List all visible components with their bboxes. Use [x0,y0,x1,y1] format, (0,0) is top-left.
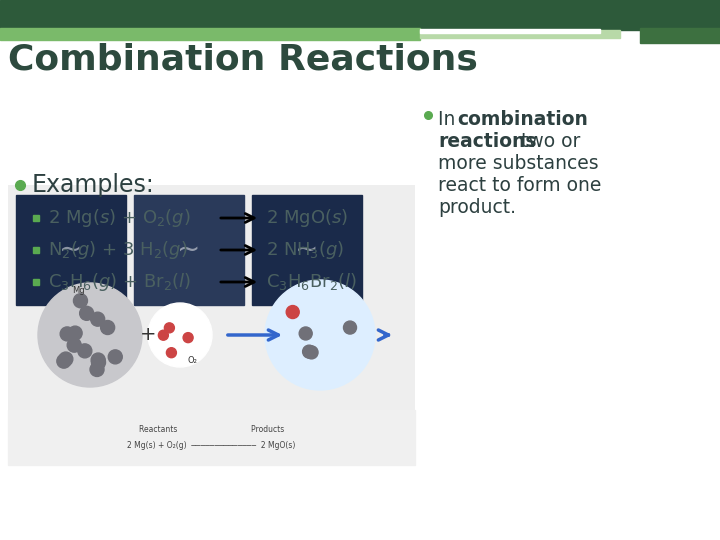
Circle shape [164,323,174,333]
Circle shape [108,350,122,364]
Text: C$_3$H$_6$Br$_2$($l$): C$_3$H$_6$Br$_2$($l$) [266,272,357,293]
Bar [134,195,244,305]
Bar [252,195,362,305]
Circle shape [60,327,74,341]
Text: react to form one: react to form one [438,176,601,195]
Circle shape [287,306,300,319]
Text: product.: product. [438,198,516,217]
Text: more substances: more substances [438,154,598,173]
Circle shape [90,362,104,376]
Text: 2 NH$_3$($g$): 2 NH$_3$($g$) [266,239,344,261]
Circle shape [302,345,315,358]
Circle shape [183,333,193,343]
Circle shape [158,330,168,340]
Circle shape [91,355,106,369]
Circle shape [148,303,212,367]
Text: ~: ~ [295,236,319,264]
Bar [640,28,720,43]
Text: two or: two or [515,132,580,151]
Text: In: In [438,110,462,129]
Circle shape [68,326,82,340]
Circle shape [166,348,176,357]
Circle shape [305,346,318,359]
Circle shape [265,280,375,390]
Circle shape [78,344,92,358]
Circle shape [57,354,71,368]
Text: O₂: O₂ [188,356,198,365]
Circle shape [80,306,94,320]
Text: N$_2$($g$) + 3 H$_2$($g$): N$_2$($g$) + 3 H$_2$($g$) [48,239,187,261]
Circle shape [343,321,356,334]
Text: Reactants                               Products
2 Mg(s) + O₂(g)  ──────────────: Reactants Products 2 Mg(s) + O₂(g) ─────… [127,424,296,449]
Text: 2 MgO($s$): 2 MgO($s$) [266,207,348,229]
Circle shape [91,353,105,367]
Text: reactions: reactions [438,132,536,151]
Bar [8,410,415,465]
Bar [420,29,600,33]
Circle shape [59,352,73,366]
Text: 2 Mg($s$) + O$_2$($g$): 2 Mg($s$) + O$_2$($g$) [48,207,191,229]
Bar [0,0,720,30]
Circle shape [91,312,104,326]
Circle shape [67,338,81,352]
Text: ~: ~ [59,236,83,264]
Circle shape [101,321,114,334]
Bar [16,195,126,305]
Circle shape [300,327,312,340]
Bar [8,185,415,465]
Circle shape [73,294,87,308]
Text: Examples:: Examples: [32,173,155,197]
Bar [420,30,620,38]
Text: combination: combination [457,110,588,129]
Text: Mg: Mg [72,286,85,295]
Text: Combination Reactions: Combination Reactions [8,43,478,77]
Text: +: + [140,326,156,345]
Text: C$_3$H$_6$($g$) + Br$_2$($l$): C$_3$H$_6$($g$) + Br$_2$($l$) [48,271,192,293]
Bar [0,28,420,40]
Text: ~: ~ [177,236,201,264]
Circle shape [38,283,142,387]
